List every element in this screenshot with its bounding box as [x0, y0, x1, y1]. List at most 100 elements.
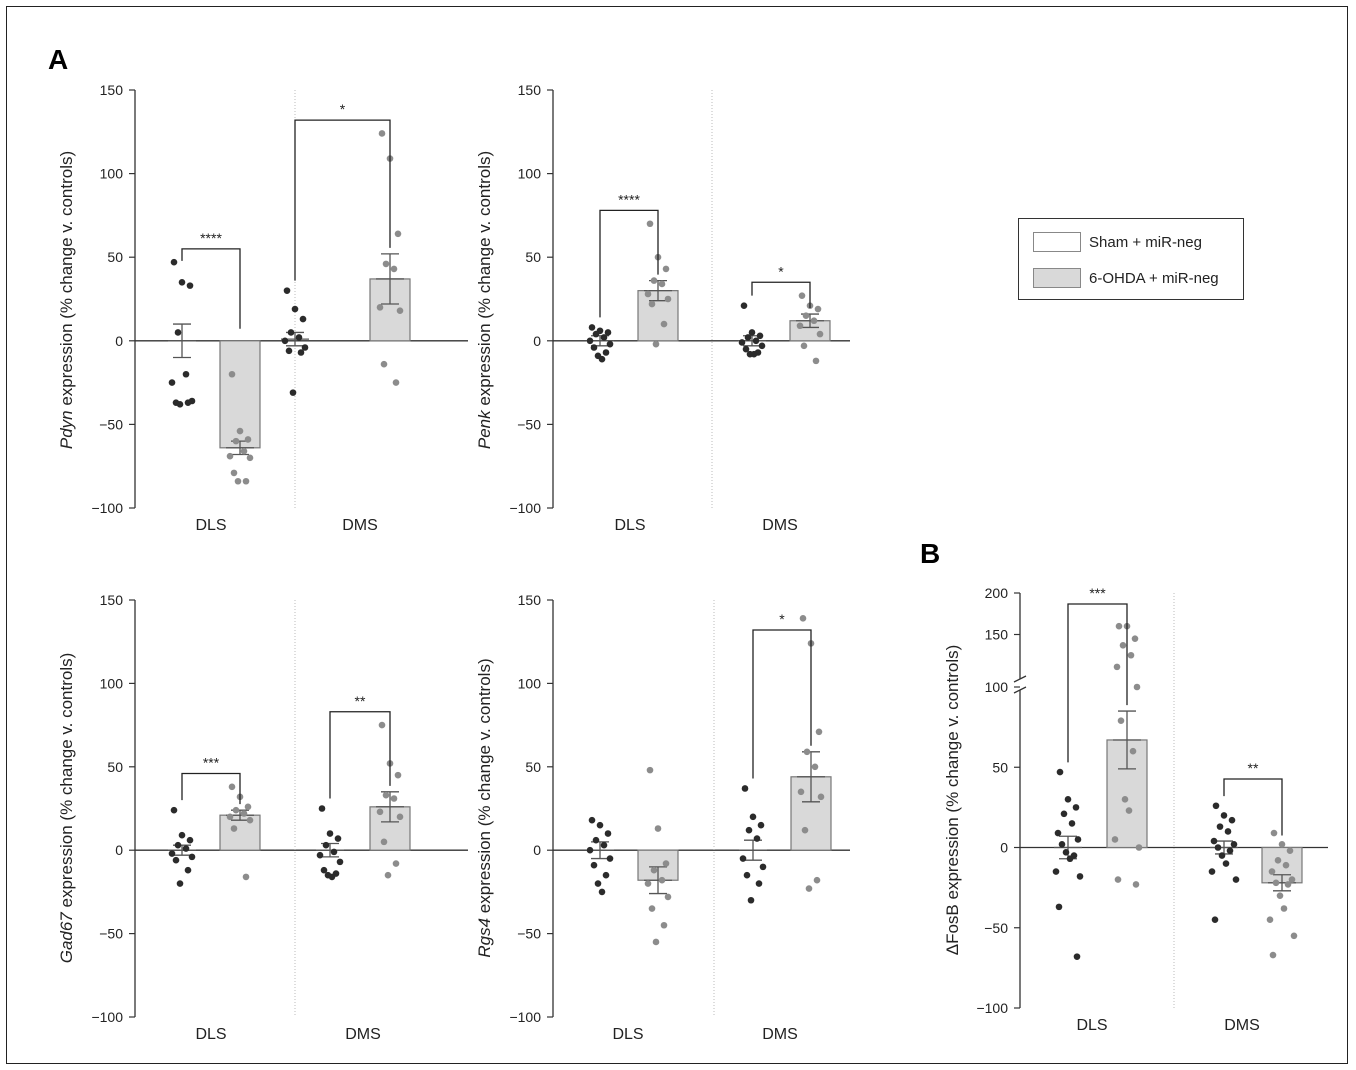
panel-label-b: B	[920, 538, 941, 569]
data-point-sham	[586, 846, 594, 854]
data-point-ohda	[228, 370, 236, 378]
data-point-sham	[759, 863, 767, 871]
axis-break-mark-lower	[1013, 686, 1027, 694]
x-category-label: DLS	[195, 1026, 226, 1043]
y-axis-label: ΔFosB expression (% change v. controls)	[943, 645, 962, 956]
significance-bracket	[752, 629, 812, 779]
x-category-label: DMS	[345, 1026, 381, 1043]
data-point-sham	[590, 861, 598, 869]
y-axis-label-rest: expression (% change v. controls)	[475, 658, 494, 918]
data-point-ohda	[1270, 829, 1278, 837]
y-axis-label-gene: Rgs4	[475, 918, 494, 958]
y-tick-label: 0	[533, 333, 541, 349]
data-point-ohda	[650, 277, 658, 284]
y-tick-label: 100	[518, 166, 542, 182]
x-category-label: DMS	[762, 517, 798, 534]
data-point-ohda	[1284, 881, 1292, 888]
data-point-sham	[594, 880, 602, 887]
data-point-ohda	[652, 938, 660, 946]
data-point-ohda	[648, 905, 656, 912]
data-point-sham	[172, 856, 180, 864]
data-point-ohda	[1268, 868, 1276, 875]
y-tick-label: 150	[985, 627, 1009, 643]
y-tick-label: −100	[509, 1009, 541, 1025]
data-point-sham	[322, 841, 330, 849]
data-point-ohda	[1119, 641, 1127, 649]
data-point-ohda	[802, 312, 810, 320]
y-tick-label: 0	[115, 333, 123, 349]
y-axis-label: Rgs4 expression (% change v. controls)	[475, 658, 494, 957]
data-point-ohda	[226, 813, 234, 821]
data-point-ohda	[394, 771, 402, 779]
data-point-sham	[1062, 849, 1070, 856]
data-point-sham	[758, 342, 766, 350]
y-tick-label: −100	[976, 1000, 1008, 1016]
data-point-sham	[170, 806, 178, 814]
data-point-ohda	[1280, 905, 1288, 912]
y-tick-label: 50	[107, 249, 123, 265]
data-point-sham	[168, 850, 176, 857]
data-point-ohda	[660, 320, 668, 328]
data-point-sham	[287, 329, 295, 336]
data-point-ohda	[246, 454, 254, 462]
data-point-sham	[1052, 868, 1060, 875]
data-point-sham	[1220, 812, 1228, 819]
data-point-sham	[330, 848, 338, 856]
data-point-ohda	[1121, 796, 1129, 803]
x-category-label: DLS	[612, 1026, 643, 1043]
data-point-ohda	[658, 280, 666, 288]
data-point-sham	[606, 855, 614, 862]
data-point-sham	[334, 835, 342, 842]
significance-stars: ****	[618, 191, 640, 207]
y-tick-label: 150	[100, 82, 124, 98]
data-point-sham	[316, 851, 324, 859]
data-point-sham	[184, 399, 192, 406]
y-axis-label-rest: expression (% change v. controls)	[57, 653, 76, 913]
y-axis-label-rest: expression (% change v. controls)	[57, 151, 76, 411]
data-point-sham	[1060, 810, 1068, 818]
significance-stars: *	[779, 611, 785, 627]
significance-bracket	[294, 119, 391, 281]
data-point-sham	[170, 258, 178, 266]
significance-stars: ***	[203, 754, 220, 770]
data-point-ohda	[658, 876, 666, 884]
data-point-ohda	[228, 783, 236, 791]
data-point-ohda	[1278, 840, 1286, 848]
data-point-sham	[602, 871, 610, 879]
data-point-ohda	[801, 826, 809, 834]
x-category-label: DLS	[195, 517, 226, 534]
data-point-ohda	[799, 615, 807, 622]
data-point-sham	[1073, 953, 1081, 960]
data-point-ohda	[392, 860, 400, 867]
data-point-ohda	[390, 265, 398, 273]
data-point-sham	[1056, 768, 1064, 776]
data-point-sham	[1222, 860, 1230, 867]
x-category-label: DLS	[1076, 1017, 1107, 1034]
axis-break-mark-upper	[1013, 675, 1027, 683]
chart-rgs4: −100 −50 0 50 100 150 Rgs4 expression (% chang…	[475, 592, 850, 1043]
data-point-ohda	[1115, 622, 1123, 630]
data-point-ohda	[797, 788, 805, 796]
data-point-sham	[602, 349, 610, 356]
x-category-label: DLS	[614, 517, 645, 534]
y-tick-label: 50	[525, 759, 541, 775]
data-point-ohda	[1127, 651, 1135, 659]
data-point-ohda	[813, 876, 821, 884]
y-tick-label: 50	[107, 759, 123, 775]
data-point-ohda	[1282, 861, 1290, 869]
data-point-ohda	[240, 810, 248, 817]
data-point-ohda	[1274, 857, 1282, 864]
significance-stars: ***	[1089, 585, 1106, 601]
data-point-sham	[1068, 820, 1076, 827]
data-point-sham	[606, 340, 614, 348]
x-category-label: DMS	[342, 517, 378, 534]
data-point-ohda	[1131, 635, 1139, 642]
data-point-ohda	[240, 447, 248, 455]
data-point-sham	[328, 873, 336, 881]
data-point-ohda	[380, 838, 388, 846]
data-point-ohda	[796, 322, 804, 330]
data-point-sham	[744, 334, 752, 341]
data-point-ohda	[662, 860, 670, 867]
significance-bracket	[1223, 778, 1283, 836]
